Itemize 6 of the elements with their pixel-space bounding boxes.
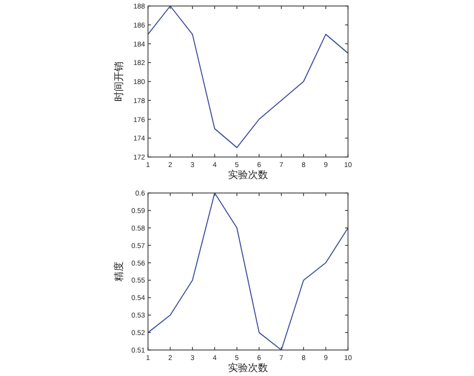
y-axis-title: 精度 xyxy=(113,262,125,282)
y-axis-title: 时间开销 xyxy=(113,62,125,102)
x-axis-title: 实验次数 xyxy=(228,169,268,181)
line-series xyxy=(148,6,348,148)
x-axis-title: 实验次数 xyxy=(228,362,268,374)
line-series xyxy=(148,192,348,350)
